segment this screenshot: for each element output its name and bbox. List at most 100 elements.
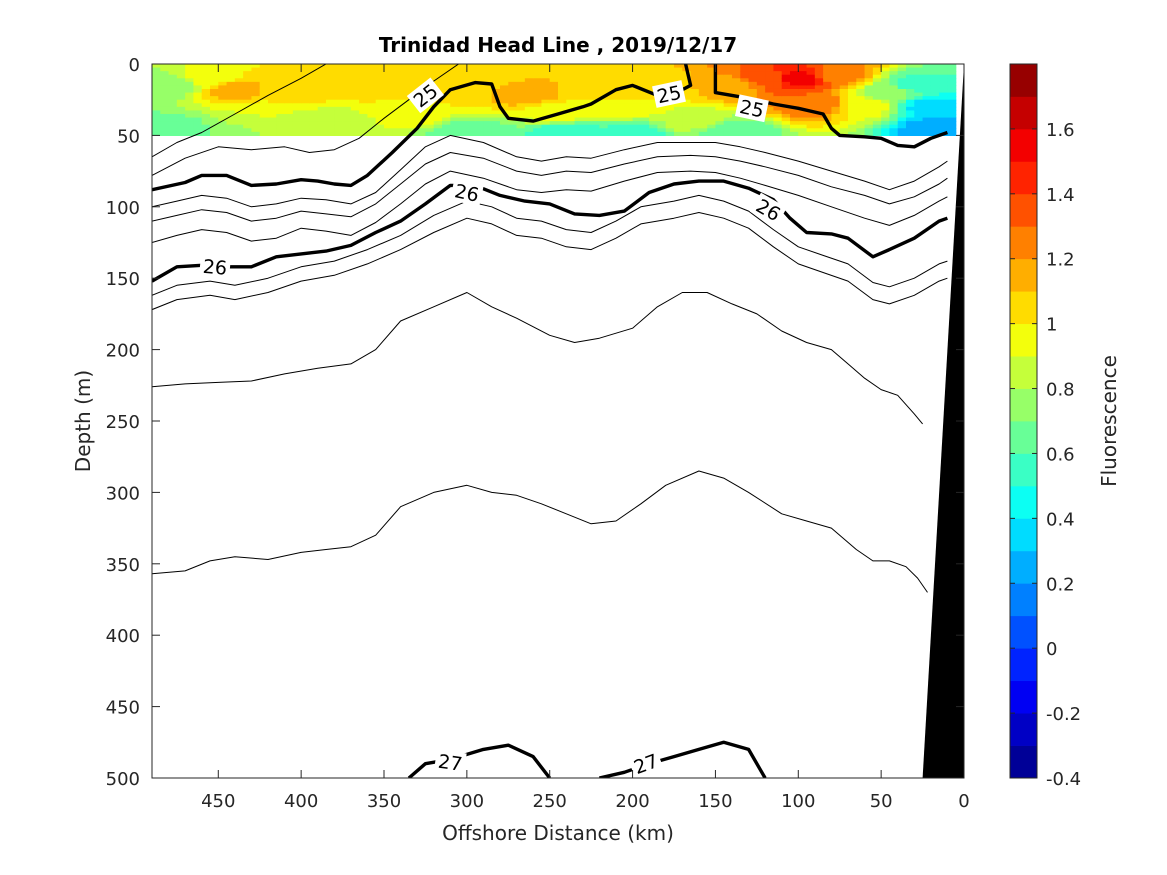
fluorescence-cell xyxy=(748,74,758,79)
fluorescence-cell xyxy=(889,64,899,69)
fluorescence-cell xyxy=(516,71,526,76)
fluorescence-cell xyxy=(823,71,833,76)
fluorescence-cell xyxy=(359,74,369,79)
fluorescence-cell xyxy=(541,92,551,97)
fluorescence-cell xyxy=(640,74,650,79)
fluorescence-cell xyxy=(408,78,418,83)
seafloor-polygon xyxy=(922,64,964,778)
fluorescence-cell xyxy=(168,85,178,90)
fluorescence-cell xyxy=(715,124,725,129)
fluorescence-cell xyxy=(475,124,485,129)
fluorescence-cell xyxy=(665,110,675,115)
fluorescence-cell xyxy=(682,88,692,94)
fluorescence-cell xyxy=(765,85,775,90)
fluorescence-cell xyxy=(168,64,178,69)
fluorescence-cell xyxy=(524,99,534,104)
fluorescence-cell xyxy=(881,110,891,115)
fluorescence-cell xyxy=(881,85,891,90)
fluorescence-cell xyxy=(872,110,882,115)
fluorescence-cell xyxy=(301,67,311,72)
fluorescence-cell xyxy=(176,103,186,108)
fluorescence-cell xyxy=(599,117,609,122)
fluorescence-cell xyxy=(814,99,824,104)
fluorescence-cell xyxy=(317,121,327,126)
fluorescence-cell xyxy=(939,113,949,119)
fluorescence-cell xyxy=(400,64,410,69)
fluorescence-cell xyxy=(268,99,277,104)
fluorescence-cell xyxy=(442,124,451,129)
density-contours xyxy=(152,64,948,778)
fluorescence-cell xyxy=(384,106,393,112)
fluorescence-cell xyxy=(897,117,907,122)
y-tick-label: 500 xyxy=(106,769,140,790)
fluorescence-cell xyxy=(458,74,468,79)
fluorescence-cell xyxy=(922,103,932,108)
fluorescence-cell xyxy=(342,74,352,79)
fluorescence-cell xyxy=(599,64,609,69)
fluorescence-cell xyxy=(690,92,700,97)
fluorescence-cell xyxy=(640,106,650,112)
fluorescence-cell xyxy=(392,121,402,126)
fluorescence-cell xyxy=(814,131,824,136)
fluorescence-cell xyxy=(491,128,501,133)
fluorescence-cell xyxy=(292,88,302,94)
fluorescence-cell xyxy=(218,88,228,94)
fluorescence-cell xyxy=(939,92,949,97)
fluorescence-cell xyxy=(168,92,178,97)
fluorescence-cell xyxy=(930,71,940,76)
fluorescence-cell xyxy=(417,131,427,136)
fluorescence-cell xyxy=(475,103,485,108)
fluorescence-cell xyxy=(773,85,783,90)
fluorescence-cell xyxy=(226,103,236,108)
fluorescence-cell xyxy=(897,124,907,129)
fluorescence-cell xyxy=(342,131,352,136)
fluorescence-cell xyxy=(558,85,567,90)
fluorescence-cell xyxy=(632,103,642,108)
fluorescence-cell xyxy=(947,99,957,104)
fluorescence-cell xyxy=(864,121,874,126)
fluorescence-cell xyxy=(922,117,932,122)
fluorescence-cell xyxy=(152,121,161,126)
fluorescence-cell xyxy=(392,124,402,129)
fluorescence-cell xyxy=(640,64,650,69)
colorbar-segment xyxy=(1010,258,1037,292)
fluorescence-cell xyxy=(408,110,418,115)
fluorescence-cell xyxy=(856,92,866,97)
fluorescence-cell xyxy=(425,64,435,69)
fluorescence-cell xyxy=(698,131,708,136)
fluorescence-cell xyxy=(748,128,758,133)
fluorescence-cell xyxy=(442,121,451,126)
fluorescence-cell xyxy=(632,117,642,122)
fluorescence-cell xyxy=(831,71,841,76)
fluorescence-cell xyxy=(326,81,335,87)
fluorescence-cell xyxy=(930,110,940,115)
fluorescence-cell xyxy=(160,85,170,90)
fluorescence-cell xyxy=(400,124,410,129)
fluorescence-cell xyxy=(160,103,170,108)
fluorescence-cell xyxy=(508,88,518,94)
fluorescence-cell xyxy=(640,128,650,133)
fluorescence-cell xyxy=(906,124,915,129)
fluorescence-cell xyxy=(384,81,393,87)
fluorescence-cell xyxy=(301,64,311,69)
y-tick-label: 100 xyxy=(106,198,140,219)
fluorescence-cell xyxy=(599,74,609,79)
fluorescence-cell xyxy=(823,99,833,104)
fluorescence-cell xyxy=(864,96,874,101)
fluorescence-cell xyxy=(582,121,592,126)
fluorescence-cell xyxy=(450,99,460,104)
fluorescence-cell xyxy=(773,110,783,115)
fluorescence-cell xyxy=(897,85,907,90)
fluorescence-cell xyxy=(773,128,783,133)
fluorescence-cell xyxy=(533,67,543,72)
fluorescence-cell xyxy=(881,131,891,136)
x-tick-label: 450 xyxy=(201,791,235,812)
fluorescence-cell xyxy=(342,128,352,133)
fluorescence-cell xyxy=(342,96,352,101)
fluorescence-cell xyxy=(334,106,344,112)
fluorescence-cell xyxy=(292,74,302,79)
fluorescence-cell xyxy=(806,106,816,112)
fluorescence-cell xyxy=(516,81,526,87)
fluorescence-cell xyxy=(947,103,957,108)
fluorescence-cell xyxy=(400,103,410,108)
